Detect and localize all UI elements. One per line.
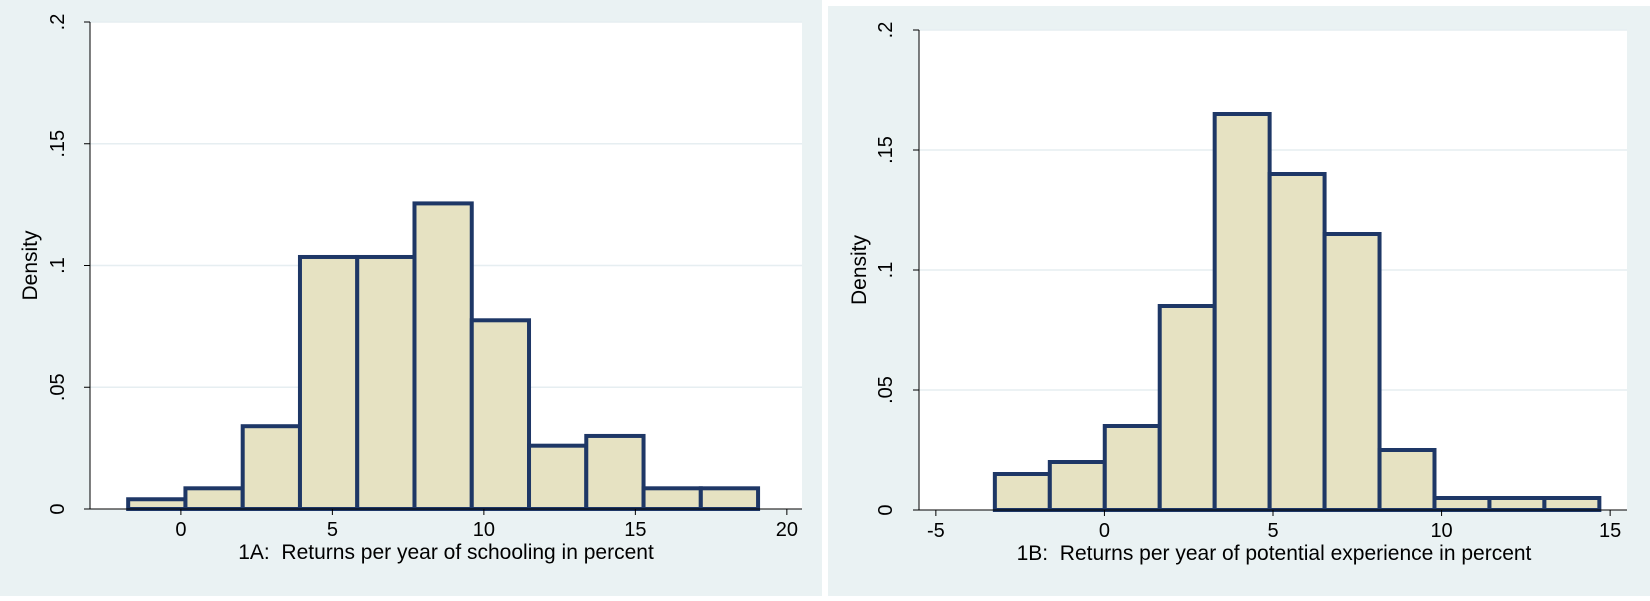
histogram-bar [355, 254, 417, 512]
y-axis-title: Density [19, 230, 42, 301]
x-tick-label: 0 [1099, 520, 1110, 542]
y-tick-label: .1 [47, 257, 69, 274]
y-tick-label: 0 [875, 504, 897, 515]
y-tick-label: .15 [47, 130, 69, 158]
histogram-bar [1212, 112, 1272, 512]
x-tick-label: 15 [1599, 520, 1621, 542]
histogram-bar [1432, 496, 1492, 512]
histogram-bar [527, 443, 589, 512]
x-axis-title: 1B: Returns per year of potential experi… [1017, 542, 1532, 565]
histogram-bar [698, 486, 761, 511]
histogram-bar [1267, 172, 1327, 512]
x-axis-title: 1A: Returns per year of schooling in per… [238, 541, 654, 564]
y-tick-label: .05 [875, 376, 897, 404]
y-tick-label: .15 [875, 136, 897, 164]
histogram-bar [126, 497, 188, 512]
histogram-bar [1377, 448, 1437, 512]
panel-1a: 0 .05 .1 .15 .2 0 5 10 15 20 Density 1A: Returns pe… [0, 0, 822, 596]
histogram-bar [1047, 460, 1107, 512]
histogram-bar [1322, 232, 1382, 512]
histogram-bar [297, 254, 360, 512]
histogram-bar [992, 472, 1052, 512]
x-tick-label: 10 [473, 519, 495, 541]
y-tick-label: .1 [875, 262, 897, 279]
x-tick-label: 10 [1430, 520, 1452, 542]
x-tick-label: 5 [327, 519, 338, 541]
histogram-bar [1102, 424, 1162, 512]
x-tick-label: -5 [927, 520, 945, 542]
histogram-bar [469, 318, 532, 511]
x-tick-label: 5 [1267, 520, 1278, 542]
x-tick-label: 15 [624, 519, 646, 541]
histogram-bar [641, 486, 703, 511]
histogram-bar [584, 433, 646, 512]
x-tick-label: 0 [175, 519, 186, 541]
histogram-bar [240, 424, 302, 511]
y-tick-label: 0 [47, 503, 69, 514]
histogram-bar [1157, 304, 1217, 512]
y-tick-label: .2 [47, 14, 69, 31]
histogram-bar [1542, 496, 1602, 512]
y-tick-label: .2 [875, 22, 897, 39]
y-tick-label: .05 [47, 373, 69, 401]
histogram-bar [183, 486, 245, 511]
y-axis-title: Density [848, 234, 871, 305]
panel-1b: 0 .05 .1 .15 .2 -5 0 5 10 15 Density 1B: Returns pe… [828, 6, 1650, 596]
histogram-bar [412, 201, 474, 511]
x-tick-label: 20 [776, 519, 798, 541]
histogram-bar [1487, 496, 1547, 512]
